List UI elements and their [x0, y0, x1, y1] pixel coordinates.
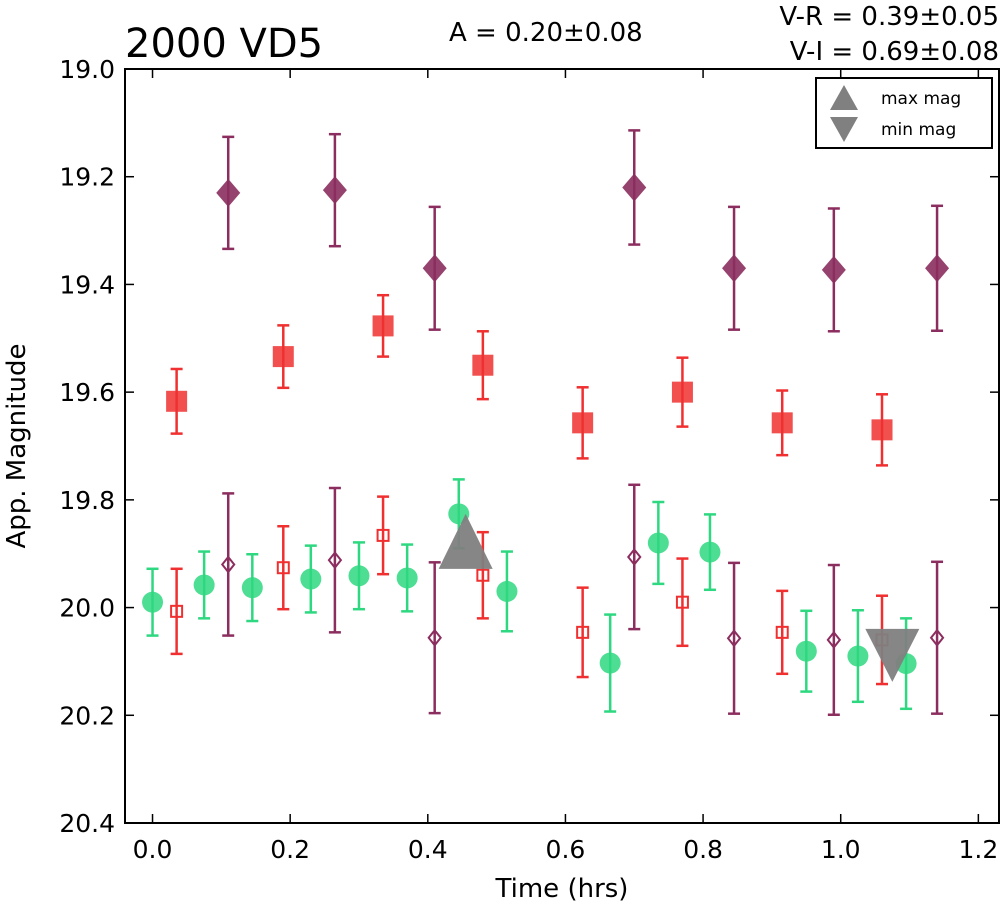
legend-min-mag-label: min mag	[881, 120, 956, 140]
amplitude-annotation: A = 0.20±0.08	[449, 18, 643, 48]
y-tick-label: 20.0	[59, 594, 115, 623]
diamond-point	[220, 555, 236, 574]
y-tick-label: 19.4	[59, 270, 115, 299]
series-4-diamond	[220, 483, 945, 716]
y-axis-label: App. Magnitude	[2, 343, 32, 548]
legend-min-mag-marker	[830, 117, 858, 142]
diamond-point	[322, 176, 347, 205]
square-point	[775, 625, 789, 639]
axis-ticks: 0.0 0.2 0.4 0.6 0.8 1.0 1.2 19.0 19.2 19.4 19.6 19.…	[59, 55, 999, 864]
plot-frame	[124, 68, 1000, 824]
legend-max-mag-label: max mag	[881, 89, 961, 109]
y-tick-label: 20.2	[59, 701, 115, 730]
circle-point	[348, 565, 370, 587]
circle-point	[847, 645, 869, 667]
diamond-point	[722, 254, 747, 283]
square-point	[572, 412, 594, 434]
square-point	[671, 381, 693, 403]
v-i-annotation: V-I = 0.69±0.08	[790, 37, 999, 67]
diamond-point	[726, 629, 742, 648]
square-point	[166, 390, 188, 412]
circle-point	[699, 541, 721, 563]
x-axis-label: Time (hrs)	[495, 874, 629, 904]
min-mag-marker	[865, 628, 920, 682]
x-tick-label: 0.0	[133, 835, 173, 864]
square-point	[675, 595, 689, 609]
x-tick-label: 0.4	[408, 835, 448, 864]
diamond-point	[216, 178, 241, 207]
x-tick-label: 0.2	[270, 835, 310, 864]
circle-point	[599, 652, 621, 674]
y-tick-label: 20.4	[59, 809, 115, 838]
square-point	[476, 568, 490, 582]
series-5-triangle-up	[438, 513, 493, 569]
square-point	[472, 354, 494, 376]
series-2-circle	[142, 478, 917, 713]
square-point	[276, 561, 290, 575]
diamond-point	[622, 173, 647, 202]
v-r-annotation: V-R = 0.39±0.05	[779, 2, 999, 32]
chart-title: 2000 VD5	[125, 21, 323, 67]
series-0-diamond	[216, 129, 950, 333]
diamond-point	[626, 547, 642, 567]
legend-max-mag-marker	[830, 85, 858, 110]
y-tick-label: 19.2	[59, 163, 115, 192]
series-1-square	[166, 293, 893, 467]
x-tick-label: 1.0	[821, 835, 861, 864]
square-point	[170, 604, 184, 618]
x-tick-label: 0.8	[683, 835, 723, 864]
square-point	[372, 315, 394, 337]
circle-point	[647, 532, 669, 554]
series-3-square	[170, 495, 889, 686]
max-mag-marker	[438, 513, 493, 569]
circle-point	[496, 580, 518, 602]
y-tick-label: 19.0	[59, 55, 115, 84]
square-point	[272, 346, 294, 368]
square-point	[871, 419, 893, 441]
diamond-point	[826, 630, 842, 649]
y-tick-label: 19.6	[59, 378, 115, 407]
circle-point	[241, 577, 263, 599]
diamond-point	[422, 254, 447, 283]
series-6-triangle-down	[865, 628, 920, 682]
y-tick-label: 19.8	[59, 486, 115, 515]
circle-point	[142, 591, 164, 613]
circle-point	[396, 567, 418, 589]
square-point	[771, 412, 793, 434]
diamond-point	[821, 255, 846, 284]
circle-point	[193, 574, 215, 596]
diamond-point	[929, 628, 945, 647]
diamond-point	[427, 628, 442, 647]
circle-point	[795, 640, 817, 662]
legend: max mag min mag	[815, 77, 993, 149]
x-tick-label: 1.2	[958, 835, 998, 864]
square-point	[376, 528, 390, 542]
diamond-point	[327, 551, 343, 570]
diamond-point	[925, 254, 950, 283]
data-marks	[142, 129, 950, 716]
circle-point	[300, 568, 322, 590]
square-point	[576, 625, 590, 639]
x-tick-label: 0.6	[546, 835, 586, 864]
